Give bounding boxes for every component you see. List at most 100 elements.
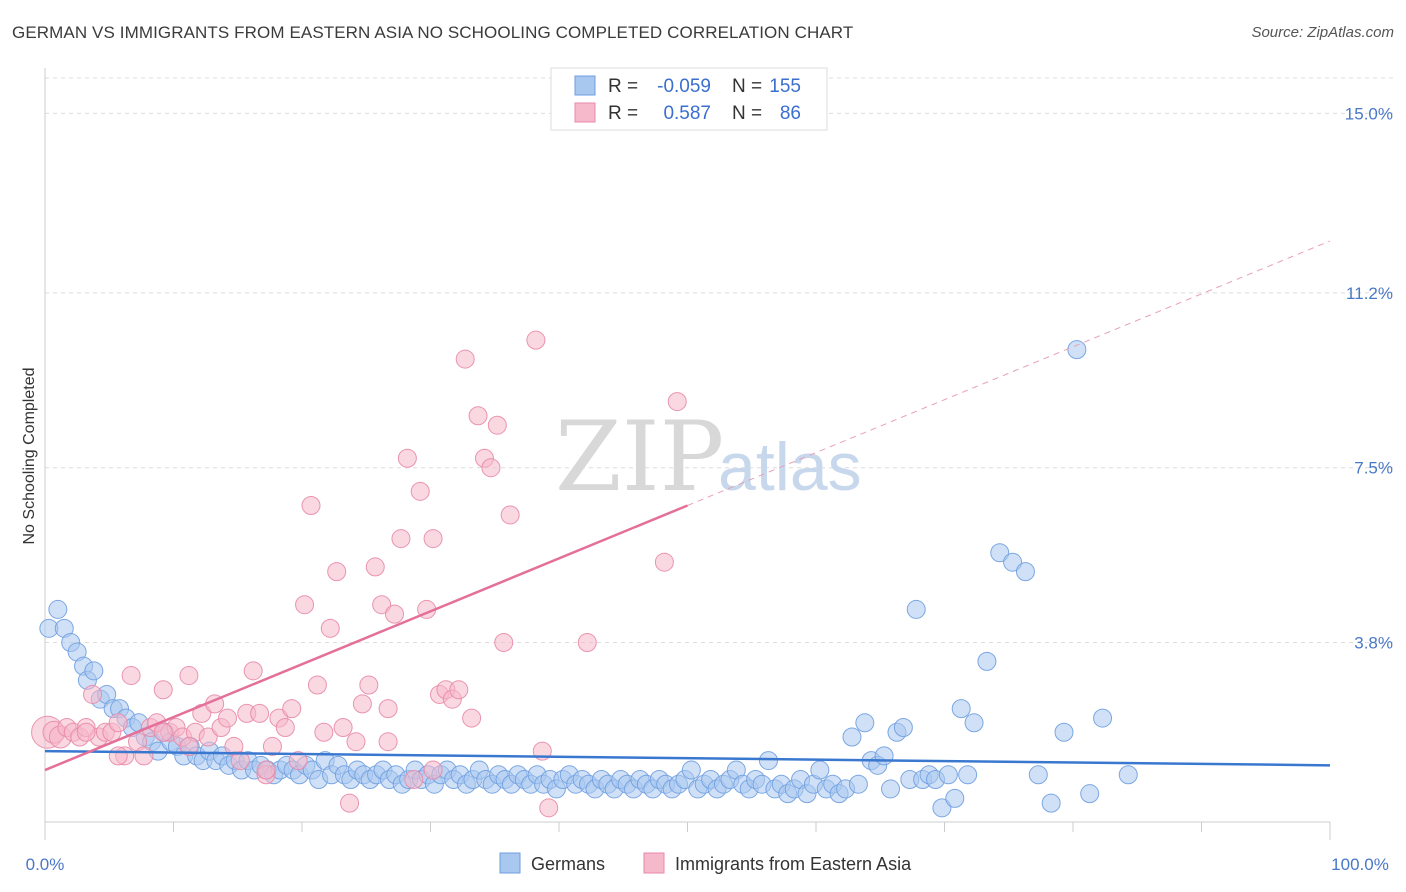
immigrants-point <box>487 415 507 435</box>
x-tick-label: 100.0% <box>1331 855 1389 874</box>
immigrants-point <box>121 666 141 686</box>
legend-n-label: N = <box>732 103 762 124</box>
legend-r-value: 0.587 <box>663 103 711 124</box>
immigrants-point <box>468 406 488 426</box>
immigrants-point <box>153 680 173 700</box>
germans-point <box>938 765 958 785</box>
immigrants-point <box>449 680 469 700</box>
legend-r-value: -0.059 <box>657 76 711 97</box>
germans-point <box>1015 562 1035 582</box>
germans-point <box>881 779 901 799</box>
immigrants-point <box>333 718 353 738</box>
germans-point <box>84 661 104 681</box>
immigrants-point <box>494 632 514 652</box>
immigrants-point <box>340 793 360 813</box>
legend-n-value: 86 <box>780 103 801 124</box>
germans-point <box>1028 765 1048 785</box>
germans-point <box>977 651 997 671</box>
germans-point <box>855 713 875 733</box>
germans-point <box>893 718 913 738</box>
germans-point <box>906 599 926 619</box>
germans-point <box>810 760 830 780</box>
immigrants-point <box>378 732 398 752</box>
immigrants-point <box>346 732 366 752</box>
chart-title: GERMAN VS IMMIGRANTS FROM EASTERN ASIA N… <box>12 23 854 42</box>
y-tick-label: 7.5% <box>1354 459 1393 478</box>
immigrants-point <box>372 595 392 615</box>
trend-lines <box>44 240 1331 772</box>
y-tick-label: 3.8% <box>1354 633 1393 652</box>
germans-point <box>990 543 1010 563</box>
germans-point <box>681 760 701 780</box>
immigrants-point <box>526 330 546 350</box>
immigrants-point <box>352 694 372 714</box>
watermark-zip: ZIP <box>555 401 724 513</box>
germans-point <box>848 774 868 794</box>
germans-point <box>964 713 984 733</box>
legend-r-label: R = <box>608 76 638 97</box>
immigrants-point <box>256 760 276 780</box>
series-legend: Germans Immigrants from Eastern Asia <box>499 852 912 874</box>
legend-swatch-immigrants <box>643 852 665 874</box>
germans-trend-line <box>44 749 1331 767</box>
immigrants-point <box>404 769 424 789</box>
immigrants-trend-line <box>44 504 688 772</box>
legend-n-value: 155 <box>769 76 801 97</box>
immigrants-point <box>76 722 96 742</box>
germans-point <box>1003 552 1023 572</box>
immigrants-point <box>455 349 475 369</box>
germans-point <box>1093 708 1113 728</box>
immigrants-point <box>378 699 398 719</box>
legend-r-label: R = <box>608 103 638 124</box>
germans-point <box>1054 722 1074 742</box>
legend-n-label: N = <box>732 76 762 97</box>
immigrants-point <box>410 481 430 501</box>
immigrants-point <box>320 618 340 638</box>
immigrants-point <box>217 708 237 728</box>
legend-swatch-immigrants <box>574 102 596 123</box>
immigrants-point <box>423 760 443 780</box>
immigrants-point <box>108 713 128 733</box>
immigrants-point <box>262 736 282 756</box>
immigrants-point <box>539 798 559 818</box>
immigrants-point <box>577 632 597 652</box>
immigrants-point <box>83 684 103 704</box>
immigrants-point <box>359 675 379 695</box>
immigrants-point <box>365 557 385 577</box>
immigrants-point <box>230 751 250 771</box>
y-tick-label: 15.0% <box>1345 104 1393 123</box>
watermark: ZIP atlas <box>555 401 862 513</box>
germans-point <box>945 788 965 808</box>
immigrants-point <box>282 699 302 719</box>
axes: 3.8% 7.5% 11.2% 15.0% 0.0% 100.0% <box>26 68 1393 874</box>
germans-point <box>1080 784 1100 804</box>
immigrants-point <box>134 746 154 766</box>
germans-point <box>874 746 894 766</box>
immigrants-point <box>275 718 295 738</box>
immigrants-trend-extension <box>687 240 1331 506</box>
legend-swatch-germans <box>499 852 521 874</box>
gridlines <box>45 77 1395 643</box>
immigrants-point <box>153 722 173 742</box>
germans-point <box>958 765 978 785</box>
immigrants-point <box>327 562 347 582</box>
immigrants-point <box>397 448 417 468</box>
immigrants-point <box>667 392 687 412</box>
germans-point <box>1041 793 1061 813</box>
immigrants-point <box>423 529 443 549</box>
immigrants-point <box>243 661 263 681</box>
immigrants-point <box>179 666 199 686</box>
immigrants-point <box>500 505 520 525</box>
immigrants-point <box>288 751 308 771</box>
germans-point <box>48 599 68 619</box>
watermark-atlas: atlas <box>718 429 862 505</box>
immigrants-point <box>198 727 218 747</box>
immigrants-point <box>179 736 199 756</box>
immigrants-point <box>108 746 128 766</box>
germans-point <box>842 727 862 747</box>
immigrants-point <box>295 595 315 615</box>
y-axis-label: No Schooling Completed <box>21 368 38 545</box>
germans-point <box>1118 765 1138 785</box>
immigrants-point <box>307 675 327 695</box>
immigrants-point <box>301 496 321 516</box>
